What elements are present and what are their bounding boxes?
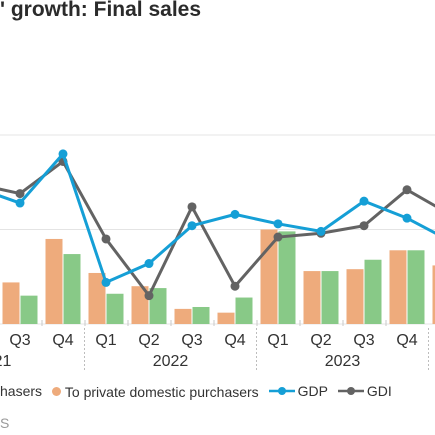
chart-legend: hasers To private domestic purchasers GD… xyxy=(0,383,392,400)
bar-private-domestic xyxy=(192,306,210,324)
page-title: ' growth: Final sales xyxy=(0,0,202,21)
bar-private-domestic xyxy=(63,254,81,324)
bar-private-domestic xyxy=(278,231,296,324)
bar-purchasers xyxy=(389,250,407,324)
year-label: 2022 xyxy=(153,353,189,370)
bar-purchasers-partial xyxy=(432,265,435,324)
year-label: 21 xyxy=(0,353,12,370)
gdp-point xyxy=(316,226,326,236)
source-note: S xyxy=(0,415,10,431)
legend-label-1: hasers xyxy=(0,383,43,399)
legend-item-3: GDP xyxy=(268,383,328,399)
gdp-point xyxy=(187,221,197,231)
gdi-point xyxy=(101,234,111,244)
bar-purchasers xyxy=(174,308,192,324)
legend-line-gdi-icon xyxy=(337,387,364,395)
x-tick-label: Q4 xyxy=(224,332,245,349)
legend-label-4: GDI xyxy=(366,383,392,399)
gdi-point xyxy=(144,291,154,301)
x-tick-label: Q4 xyxy=(396,332,417,349)
bar-private-domestic xyxy=(235,297,253,324)
gdp-point xyxy=(230,209,240,219)
x-tick-label: Q2 xyxy=(310,332,331,349)
gdi-point xyxy=(359,221,369,231)
x-tick-label: Q3 xyxy=(9,332,30,349)
legend-item-2: To private domestic purchasers xyxy=(51,383,259,400)
bar-private-domestic xyxy=(149,288,167,324)
bar-private-domestic xyxy=(364,259,382,324)
gdp-point xyxy=(101,277,111,287)
bar-purchasers xyxy=(131,286,149,324)
bar-purchasers xyxy=(303,271,321,324)
bar-purchasers xyxy=(260,229,278,324)
bar-purchasers xyxy=(346,269,364,324)
gdi-point xyxy=(187,202,197,212)
gdi-point xyxy=(273,232,283,242)
bar-private-domestic xyxy=(106,293,124,324)
gdp-point xyxy=(58,149,68,159)
gdp-line xyxy=(0,152,435,284)
bar-purchasers xyxy=(88,272,106,324)
bar-purchasers xyxy=(2,282,20,324)
gdp-point xyxy=(15,198,25,208)
x-tick-label: Q1 xyxy=(95,332,116,349)
bar-private-domestic xyxy=(321,271,339,324)
legend-line-gdp-icon xyxy=(268,387,295,395)
gdi-point xyxy=(15,189,25,199)
year-label: 2023 xyxy=(325,353,361,370)
gdi-point xyxy=(402,185,412,195)
legend-swatch-orange-icon xyxy=(51,387,61,396)
gdi-line xyxy=(0,159,435,298)
x-tick-label: Q3 xyxy=(353,332,374,349)
legend-item-1: hasers xyxy=(0,383,42,399)
bar-private-domestic xyxy=(20,295,38,324)
gdp-point xyxy=(144,259,154,269)
legend-label-3: GDP xyxy=(297,383,328,399)
gdp-point xyxy=(359,196,369,206)
x-tick-label: Q1 xyxy=(267,332,288,349)
x-tick-label: Q2 xyxy=(138,332,159,349)
gdp-point xyxy=(402,213,412,223)
legend-item-4: GDI xyxy=(337,383,392,399)
x-tick-label: Q3 xyxy=(181,332,202,349)
gdp-point xyxy=(273,219,283,229)
bar-purchasers xyxy=(217,312,235,324)
bar-purchasers xyxy=(45,238,63,324)
bar-private-domestic xyxy=(407,250,425,324)
legend-label-2: To private domestic purchasers xyxy=(64,383,259,400)
x-tick-label: Q4 xyxy=(52,332,73,349)
gdi-point xyxy=(230,281,240,291)
